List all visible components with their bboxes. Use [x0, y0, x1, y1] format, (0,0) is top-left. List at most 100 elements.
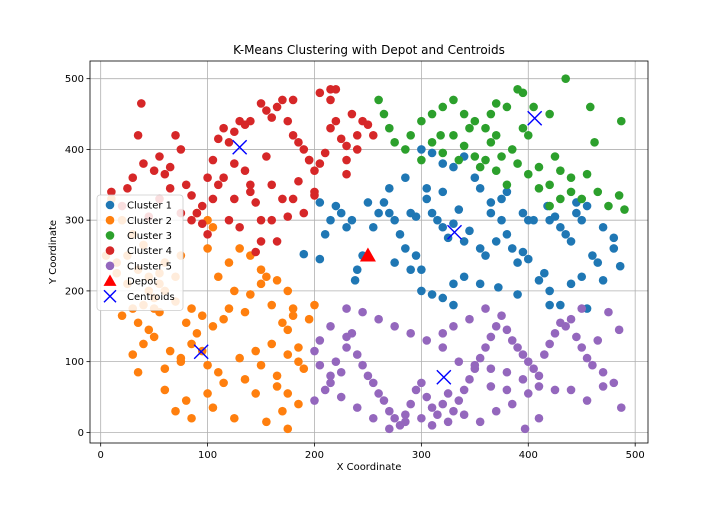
cluster-point — [417, 378, 426, 388]
cluster-point — [310, 396, 319, 405]
cluster-point — [427, 421, 437, 430]
cluster-point — [518, 247, 528, 257]
cluster-point — [283, 325, 293, 335]
cluster-point — [385, 184, 394, 193]
cluster-point — [523, 215, 533, 225]
cluster-point — [427, 148, 437, 158]
cluster-point — [609, 378, 619, 388]
cluster-point — [155, 152, 164, 161]
cluster-point — [224, 215, 234, 225]
cluster-point — [272, 275, 282, 285]
cluster-point — [454, 357, 464, 366]
cluster-point — [358, 360, 367, 370]
cluster-point — [556, 166, 565, 175]
cluster-point — [582, 353, 592, 363]
legend-label: Depot — [127, 277, 157, 288]
cluster-point — [491, 99, 501, 108]
cluster-point — [438, 148, 448, 158]
cluster-point — [598, 382, 608, 391]
cluster-point — [224, 304, 234, 313]
cluster-point — [213, 180, 223, 190]
cluster-point — [352, 350, 362, 359]
cluster-point — [513, 258, 522, 267]
cluster-point — [438, 293, 448, 303]
cluster-point — [288, 95, 298, 105]
cluster-point — [449, 162, 458, 172]
cluster-point — [486, 364, 496, 374]
cluster-point — [352, 145, 362, 154]
cluster-point — [256, 99, 266, 108]
cluster-point — [427, 138, 437, 147]
centroid-marker — [447, 224, 463, 240]
cluster-point — [230, 194, 239, 204]
cluster-point — [491, 321, 501, 331]
cluster-point — [459, 109, 469, 119]
cluster-point — [561, 230, 570, 239]
cluster-point — [502, 385, 512, 395]
cluster-point — [246, 180, 255, 190]
cluster-point — [502, 367, 512, 377]
legend-label: Cluster 4 — [127, 246, 172, 257]
cluster-point — [203, 173, 212, 183]
cluster-point — [534, 184, 544, 193]
cluster-point — [368, 413, 378, 423]
cluster-point — [513, 343, 522, 352]
cluster-point — [219, 123, 228, 133]
cluster-point — [566, 173, 576, 183]
cluster-point — [470, 173, 480, 183]
cluster-point — [614, 325, 624, 335]
cluster-point — [545, 180, 554, 190]
cluster-point — [507, 336, 517, 345]
cluster-point — [171, 406, 180, 416]
cluster-point — [283, 116, 293, 126]
cluster-point — [566, 187, 576, 197]
cluster-point — [192, 329, 202, 338]
cluster-point — [395, 230, 405, 239]
cluster-point — [171, 130, 180, 140]
cluster-point — [267, 180, 277, 190]
cluster-point — [165, 162, 175, 172]
cluster-point — [299, 249, 309, 259]
cluster-point — [315, 336, 325, 345]
cluster-point — [213, 272, 223, 282]
cluster-point — [585, 102, 595, 112]
cluster-point — [598, 367, 608, 377]
cluster-point — [502, 180, 512, 190]
legend-label: Cluster 3 — [127, 231, 172, 242]
cluster-point — [283, 389, 293, 398]
cluster-point — [224, 258, 234, 267]
cluster-point — [385, 123, 394, 133]
cluster-point — [379, 109, 389, 119]
cluster-point — [246, 290, 255, 299]
cluster-point — [417, 155, 426, 165]
cluster-point — [272, 371, 282, 381]
cluster-point — [133, 130, 143, 140]
cluster-point — [545, 286, 554, 296]
cluster-point — [475, 184, 485, 193]
cluster-point — [507, 145, 517, 154]
cluster-point — [358, 307, 367, 317]
cluster-point — [203, 360, 212, 370]
cluster-point — [230, 286, 239, 296]
cluster-point — [385, 424, 394, 434]
legend-label: Centroids — [127, 292, 175, 303]
cluster-point — [459, 237, 469, 246]
cluster-point — [550, 385, 560, 395]
cluster-point — [105, 261, 115, 271]
cluster-point — [465, 123, 474, 133]
cluster-point — [342, 141, 351, 151]
x-tick-label: 100 — [198, 450, 217, 461]
cluster-point — [454, 155, 464, 165]
cluster-point — [518, 208, 528, 218]
plot-frame — [89, 60, 649, 444]
cluster-point — [294, 357, 303, 366]
chart-title: K-Means Clustering with Depot and Centro… — [233, 43, 505, 57]
cluster-point — [315, 360, 325, 370]
cluster-point — [406, 130, 415, 140]
cluster-point — [149, 332, 159, 342]
cluster-point — [438, 399, 448, 409]
cluster-point — [267, 300, 277, 310]
cluster-point — [401, 173, 410, 183]
cluster-point — [235, 222, 244, 232]
